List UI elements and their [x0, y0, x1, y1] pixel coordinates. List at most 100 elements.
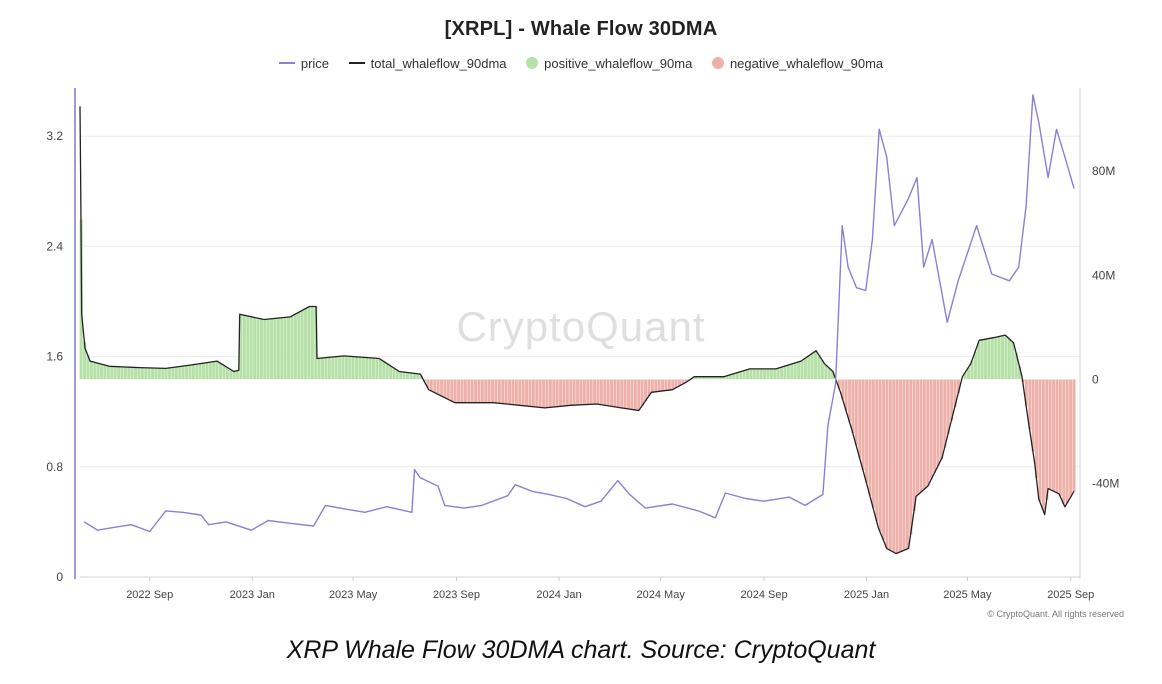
x-tick-label-8: 2025 May [943, 589, 992, 601]
positive-whaleflow-bar-61 [286, 316, 291, 380]
negative-whaleflow-bar-134 [534, 379, 539, 408]
negative-whaleflow-bar-229 [857, 379, 862, 459]
positive-whaleflow-bar-270 [997, 336, 1002, 380]
positive-whaleflow-bar-14 [126, 366, 131, 380]
negative-whaleflow-bar-149 [585, 379, 590, 405]
legend-item-price[interactable]: price [278, 55, 329, 71]
negative-whaleflow-bar-106 [439, 379, 444, 397]
positive-whaleflow-bar-35 [198, 363, 203, 380]
legend-swatch-positive-whaleflow [526, 57, 539, 70]
negative-whaleflow-bar-171 [660, 379, 665, 392]
positive-whaleflow-bar-25 [164, 368, 169, 380]
negative-whaleflow-bar-163 [633, 379, 638, 411]
positive-whaleflow-bar-43 [225, 367, 230, 380]
x-tick-label-2: 2023 May [329, 589, 378, 601]
negative-whaleflow-bar-243 [905, 379, 910, 550]
x-tick-label-1: 2023 Jan [230, 589, 275, 601]
axes [74, 88, 1081, 581]
negative-whaleflow-bar-236 [881, 379, 886, 541]
negative-whaleflow-bar-145 [572, 379, 577, 406]
negative-whaleflow-bar-140 [555, 379, 560, 407]
positive-whaleflow-bar-86 [371, 357, 376, 380]
negative-whaleflow-bar-241 [898, 379, 903, 553]
positive-whaleflow-bar-194 [738, 371, 743, 380]
positive-whaleflow-bar-4 [92, 362, 97, 380]
negative-whaleflow-bar-242 [902, 379, 906, 551]
legend-item-positive-whaleflow[interactable]: positive_whaleflow_90ma [526, 55, 692, 71]
legend-item-negative-whaleflow[interactable]: negative_whaleflow_90ma [711, 55, 883, 71]
positive-whaleflow-bar-56 [269, 318, 274, 380]
positive-whaleflow-bar-197 [749, 368, 753, 380]
chart-title: [XRPL] - Whale Flow 30DMA [444, 18, 718, 40]
negative-whaleflow-bar-109 [449, 379, 454, 402]
legend-label-positive-whaleflow: positive_whaleflow_90ma [544, 55, 693, 71]
positive-whaleflow-bar-94 [398, 371, 403, 380]
positive-whaleflow-bar-264 [976, 341, 981, 380]
negative-whaleflow-bar-228 [854, 379, 859, 446]
negative-whaleflow-bar-127 [511, 379, 515, 405]
positive-whaleflow-bar-88 [378, 358, 383, 380]
positive-whaleflow-bar-33 [191, 364, 196, 380]
positive-whaleflow-bar-68 [310, 306, 315, 380]
positive-whaleflow-bar-85 [368, 357, 373, 380]
negative-whaleflow-bar-291 [1068, 379, 1073, 498]
positive-whaleflow-bar-37 [205, 362, 209, 380]
positive-whaleflow-bar-65 [300, 310, 305, 380]
negative-whaleflow-bar-132 [528, 379, 532, 407]
positive-whaleflow-bar-77 [341, 355, 345, 380]
positive-whaleflow-bar-36 [201, 362, 206, 380]
positive-whaleflow-bar-21 [150, 367, 155, 380]
positive-whaleflow-bar-23 [157, 367, 162, 380]
positive-whaleflow-bar-204 [772, 368, 777, 380]
positive-whaleflow-bar-211 [796, 361, 801, 380]
negative-whaleflow-bar-174 [670, 379, 675, 390]
negative-whaleflow-bar-159 [619, 379, 624, 409]
negative-whaleflow-bar-130 [521, 379, 526, 406]
positive-whaleflow-bar-34 [194, 363, 199, 380]
negative-whaleflow-bar-154 [602, 379, 607, 406]
watermark: CryptoQuant [456, 303, 706, 350]
positive-whaleflow-bar-53 [259, 318, 264, 380]
negative-whaleflow-bar-156 [609, 379, 614, 407]
negative-whaleflow-bar-246 [915, 379, 920, 496]
legend-swatch-price [278, 62, 295, 65]
negative-whaleflow-bar-281 [1034, 379, 1039, 479]
y-left-tick-label-1: 0.8 [46, 460, 63, 474]
legend-item-total-whaleflow[interactable]: total_whaleflow_90dma [348, 55, 507, 71]
positive-whaleflow-bar-87 [375, 358, 379, 380]
negative-whaleflow-bar-155 [606, 379, 611, 407]
negative-whaleflow-bar-126 [507, 379, 512, 405]
positive-whaleflow-bar-267 [987, 338, 991, 380]
positive-whaleflow-bar-7 [103, 364, 107, 380]
positive-whaleflow-bar-30 [181, 365, 186, 380]
positive-whaleflow-bar-265 [980, 339, 985, 380]
price-line [83, 94, 1075, 533]
negative-whaleflow-bar-232 [868, 379, 872, 496]
negative-whaleflow-bar-105 [436, 379, 441, 395]
y-left-tick-label-3: 2.4 [46, 239, 63, 253]
negative-whaleflow-bar-121 [490, 379, 495, 403]
y-left-tick-label-2: 1.6 [46, 350, 63, 364]
negative-whaleflow-bar-137 [545, 379, 549, 408]
positive-whaleflow-bar-66 [303, 308, 308, 380]
positive-whaleflow-bar-70 [317, 358, 322, 380]
negative-whaleflow-bar-141 [558, 379, 563, 407]
positive-whaleflow-bar-17 [137, 367, 141, 380]
positive-whaleflow-bar-41 [218, 362, 223, 380]
negative-whaleflow-bar-286 [1051, 379, 1056, 492]
negative-whaleflow-bar-234 [874, 379, 879, 522]
positive-whaleflow-bar-274 [1010, 341, 1015, 380]
positive-whaleflow-bar-273 [1007, 338, 1012, 380]
negative-whaleflow-bar-114 [466, 379, 471, 403]
positive-whaleflow-bar-32 [188, 364, 192, 380]
positive-whaleflow-bar-79 [347, 356, 352, 380]
positive-whaleflow-bar-26 [167, 367, 172, 380]
figure-caption: XRP Whale Flow 30DMA chart. Source: Cryp… [286, 636, 876, 664]
positive-whaleflow-bar-80 [351, 356, 356, 380]
negative-whaleflow-bar-124 [500, 379, 505, 404]
positive-whaleflow-bar-268 [990, 337, 995, 380]
negative-whaleflow-bar-143 [565, 379, 570, 406]
negative-whaleflow-bar-235 [878, 379, 883, 532]
positive-whaleflow-bar-92 [392, 367, 396, 380]
